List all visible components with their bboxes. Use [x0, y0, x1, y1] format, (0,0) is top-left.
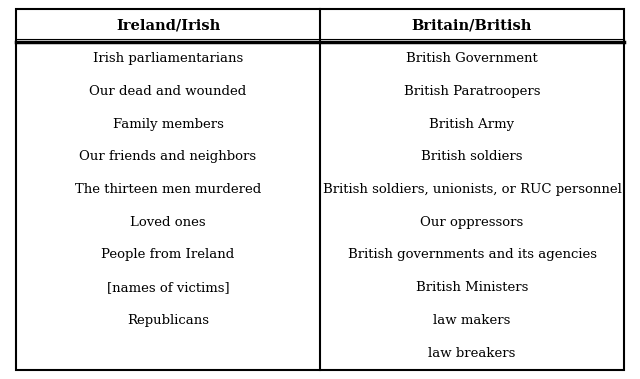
- Text: British Paratroopers: British Paratroopers: [404, 85, 540, 98]
- Text: Our dead and wounded: Our dead and wounded: [90, 85, 246, 98]
- Text: British governments and its agencies: British governments and its agencies: [348, 249, 596, 262]
- Text: British Army: British Army: [429, 117, 515, 130]
- Text: British Ministers: British Ministers: [416, 281, 528, 294]
- Text: [names of victims]: [names of victims]: [107, 281, 229, 294]
- Text: British Government: British Government: [406, 52, 538, 65]
- Text: British soldiers: British soldiers: [421, 150, 523, 163]
- Text: Our friends and neighbors: Our friends and neighbors: [79, 150, 257, 163]
- Text: Ireland/Irish: Ireland/Irish: [116, 19, 220, 33]
- Text: Family members: Family members: [113, 117, 223, 130]
- Text: The thirteen men murdered: The thirteen men murdered: [75, 183, 261, 196]
- Text: Irish parliamentarians: Irish parliamentarians: [93, 52, 243, 65]
- Text: Our oppressors: Our oppressors: [420, 216, 524, 229]
- Text: British soldiers, unionists, or RUC personnel: British soldiers, unionists, or RUC pers…: [323, 183, 621, 196]
- Text: Republicans: Republicans: [127, 314, 209, 327]
- Text: People from Ireland: People from Ireland: [101, 249, 235, 262]
- Text: law breakers: law breakers: [428, 347, 516, 360]
- Text: law makers: law makers: [433, 314, 511, 327]
- Text: Britain/British: Britain/British: [412, 19, 532, 33]
- Text: Loved ones: Loved ones: [130, 216, 206, 229]
